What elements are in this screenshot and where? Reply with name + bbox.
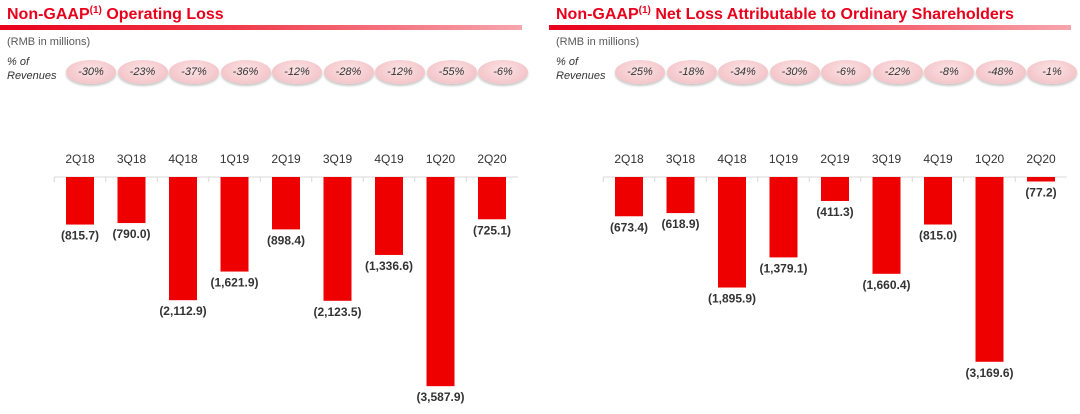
category-label: 2Q20 [477,152,507,166]
value-label: (673.4) [610,220,648,234]
data-bar [615,177,643,217]
pct-of-revenues-label: % of Revenues [7,56,57,82]
pct-of-revenues-pill: -22% [872,60,923,84]
category-label: 1Q20 [426,152,456,166]
data-bar [426,177,455,387]
category-label: 3Q19 [323,152,353,166]
data-bar [375,177,403,255]
value-label: (1,660.4) [862,278,910,292]
net-loss-bar-chart: 2Q18 (673.4) 3Q18 (618.9) 4Q18 (1,895.9) 1Q19 (… [602,152,1067,380]
data-bar [478,177,506,220]
value-label: (1,621.9) [210,276,258,290]
pct-of-revenues-label: % of Revenues [556,56,606,82]
category-label: 2Q19 [820,152,850,166]
pct-of-revenues-pill: -30% [769,60,820,84]
category-label: 1Q19 [769,152,799,166]
category-label: 4Q18 [717,152,747,166]
data-bar [220,177,249,272]
pct-of-revenues-pill: -30% [66,60,116,84]
net-loss-panel: Non-GAAP(1) Net Loss Attributable to Ord… [549,0,1079,414]
category-label: 4Q18 [168,152,198,166]
data-bar [975,177,1004,362]
category-label: 4Q19 [374,152,404,166]
operating-loss-bar-chart: 2Q18 (815.7) 3Q18 (790.0) 4Q18 (2,112.9) 1Q19 (… [53,152,518,404]
category-label: 2Q19 [271,152,301,166]
value-label: (1,336.6) [365,259,413,273]
pct-of-revenues-pill: -6% [821,60,871,84]
pct-of-revenues-pill: -28% [323,60,374,84]
value-label: (790.0) [112,227,150,241]
pct-of-revenues-pill: -12% [272,60,322,84]
data-bar [117,177,146,224]
value-label: (3,169.6) [965,366,1013,380]
data-bar [769,177,798,258]
value-label: (1,379.1) [759,261,807,275]
pct-of-revenues-pill: -25% [615,60,665,84]
pct-of-revenues-pill: -36% [220,60,271,84]
value-label: (411.3) [816,205,853,219]
value-label: (2,112.9) [159,304,206,318]
title-underline-bar [0,25,522,30]
units-label: (RMB in millions) [7,36,91,48]
data-bar [821,177,849,201]
data-bar [872,177,901,274]
category-label: 3Q18 [117,152,147,166]
value-label: (2,123.5) [313,305,361,319]
chart-title: Non-GAAP(1) Operating Loss [7,5,224,23]
category-label: 4Q19 [923,152,953,166]
category-label: 3Q18 [666,152,696,166]
chart-title: Non-GAAP(1) Net Loss Attributable to Ord… [556,5,1014,23]
pct-of-revenues-pill: -8% [924,60,974,84]
data-bar [1027,177,1055,182]
value-label: (725.1) [473,223,511,237]
value-label: (1,895.9) [708,292,756,306]
category-label: 2Q18 [614,152,644,166]
category-label: 1Q20 [975,152,1005,166]
data-bar [666,177,695,214]
category-label: 2Q20 [1026,152,1056,166]
pct-of-revenues-pill: -34% [718,60,768,84]
data-bar [272,177,300,230]
pct-of-revenues-pill: -12% [375,60,425,84]
value-label: (815.0) [919,229,957,243]
pct-of-revenues-pill: -18% [666,60,717,84]
value-label: (815.7) [61,229,99,243]
operating-loss-panel: Non-GAAP(1) Operating Loss (RMB in milli… [0,0,530,414]
data-bar [924,177,952,225]
value-label: (3,587.9) [416,390,464,404]
category-label: 1Q19 [220,152,250,166]
value-label: (77.2) [1025,186,1056,200]
data-bar [323,177,352,301]
data-bar [169,177,197,301]
data-bar [718,177,746,288]
value-label: (898.4) [267,233,305,247]
title-underline-bar [549,25,1071,30]
pct-of-revenues-pill: -6% [478,60,528,84]
data-bar [66,177,94,225]
units-label: (RMB in millions) [556,36,640,48]
pct-of-revenues-pill: -1% [1027,60,1077,84]
pct-of-revenues-pill: -37% [169,60,219,84]
pct-of-revenues-pill: -48% [975,60,1026,84]
pct-of-revenues-pill: -23% [117,60,168,84]
category-label: 3Q19 [872,152,902,166]
value-label: (618.9) [661,217,699,231]
pct-of-revenues-pill: -55% [426,60,477,84]
category-label: 2Q18 [65,152,95,166]
